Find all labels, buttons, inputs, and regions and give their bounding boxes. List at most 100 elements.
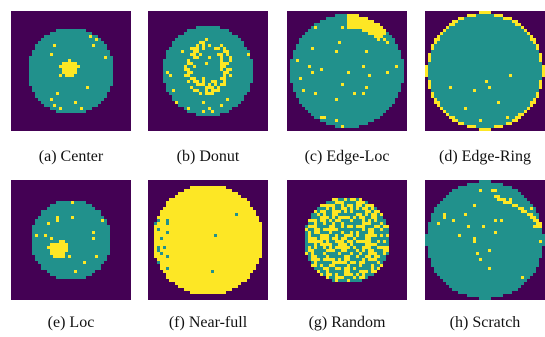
wafer-die [500,110,503,113]
wafer-die [401,62,404,65]
wafer-die [479,110,482,113]
wafer-die [386,80,389,83]
wafer-die [35,62,38,65]
wafer-die [296,89,299,92]
defect-die [205,243,208,246]
defect-die [202,225,205,228]
wafer-die [473,104,476,107]
wafer-die [41,89,44,92]
defect-die [202,216,205,219]
wafer-die [479,86,482,89]
defect-die [196,252,199,255]
wafer-die [527,41,530,44]
wafer-die [449,38,452,41]
wafer-die [314,50,317,53]
wafer-die [202,29,205,32]
defect-die [223,213,226,216]
wafer-die [326,47,329,50]
wafer-die [527,44,530,47]
wafer-die [35,222,38,225]
wafer-die [202,38,205,41]
wafer-die [83,249,86,252]
wafer-die [205,56,208,59]
wafer-die [293,53,296,56]
wafer-die [392,41,395,44]
wafer-die [371,59,374,62]
wafer-die [89,98,92,101]
wafer-die [329,50,332,53]
defect-die [205,231,208,234]
defect-die [208,83,211,86]
wafer-die [107,234,110,237]
wafer-die [497,44,500,47]
defect-die [380,26,383,29]
wafer-die [401,77,404,80]
wafer-die [193,41,196,44]
wafer-die [488,53,491,56]
wafer-die [38,71,41,74]
wafer-die [232,104,235,107]
wafer-die [217,65,220,68]
wafer-die [220,107,223,110]
wafer-die [515,80,518,83]
wafer-die [53,270,56,273]
wafer-die [74,228,77,231]
defect-die [341,26,344,29]
wafer-die [41,219,44,222]
defect-die [196,222,199,225]
wafer-die [208,113,211,116]
wafer-die [68,234,71,237]
wafer-die [347,107,350,110]
wafer-die [302,38,305,41]
wafer-die [458,71,461,74]
wafer-die [86,213,89,216]
wafer-die [458,104,461,107]
wafer-die [181,98,184,101]
wafer-die [202,68,205,71]
defect-die [253,222,256,225]
wafer-die [503,77,506,80]
defect-die [196,56,199,59]
defect-die [205,240,208,243]
defect-die [232,246,235,249]
wafer-die [104,65,107,68]
defect-die [199,246,202,249]
wafer-die [497,29,500,32]
wafer-die [44,98,47,101]
wafer-die [452,113,455,116]
wafer-die [250,74,253,77]
wafer-die [83,41,86,44]
wafer-die [389,80,392,83]
wafer-die [311,53,314,56]
wafer-die [476,86,479,89]
wafer-die [62,234,65,237]
wafer-die [220,86,223,89]
defect-die [187,201,190,204]
defect-die [169,231,172,234]
wafer-die [50,258,53,261]
wafer-die [187,110,190,113]
defect-die [452,119,455,122]
defect-die [208,107,211,110]
wafer-die [320,44,323,47]
wafer-die [95,240,98,243]
wafer-die [232,38,235,41]
wafer-die [83,53,86,56]
wafer-die [395,71,398,74]
defect-die [62,240,65,243]
wafer-die [344,29,347,32]
defect-die [220,195,223,198]
defect-die [187,210,190,213]
wafer-die [208,41,211,44]
defect-die [187,219,190,222]
wafer-die [533,89,536,92]
wafer-die [383,77,386,80]
wafer-die [335,53,338,56]
wafer-die [163,65,166,68]
wafer-die [172,95,175,98]
wafer-die [71,107,74,110]
wafer-die [314,62,317,65]
wafer-die [98,267,101,270]
wafer-die [47,47,50,50]
wafer-die [335,65,338,68]
